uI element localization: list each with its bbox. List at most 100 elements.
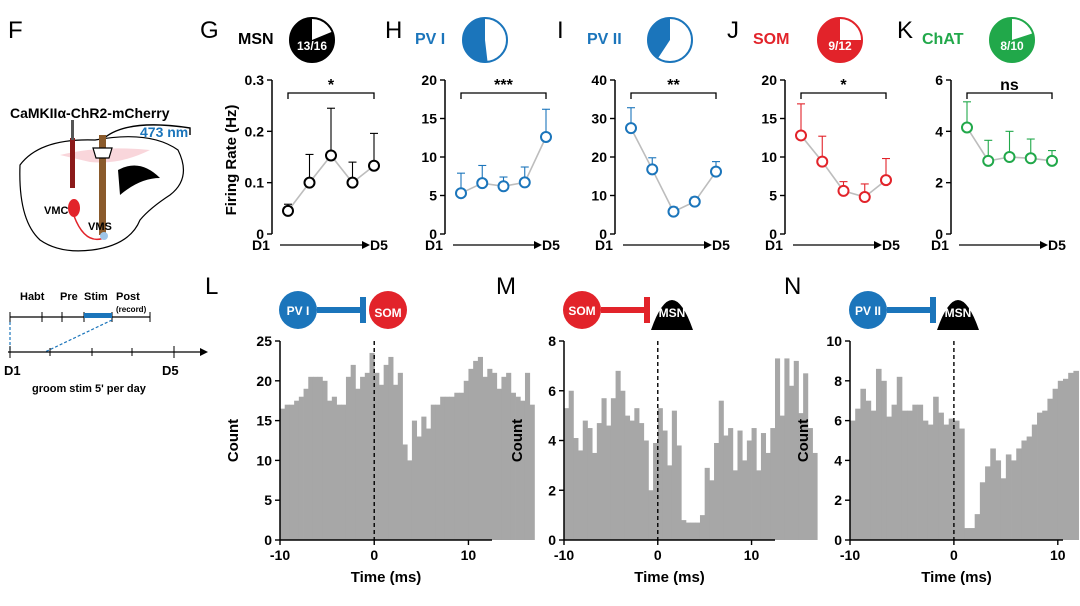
histogram-bar: [953, 420, 960, 540]
y-tick-label: 0.1: [245, 175, 265, 191]
data-point: [688, 195, 701, 208]
histogram-bar: [671, 410, 677, 540]
connection-target-label: MSN: [659, 306, 686, 320]
pie-icon-slice: [989, 18, 1034, 63]
y-tick-label: 15: [761, 111, 777, 127]
y-tick-label: 20: [421, 72, 437, 88]
y-tick-label: 2: [548, 482, 556, 498]
panel-K: ChAT 8/10 0 2 4 6 D1 D5 ns: [922, 17, 1066, 253]
y-tick-label: 5: [264, 492, 272, 508]
histogram-bar: [896, 376, 903, 540]
chart-title: MSN: [238, 31, 274, 48]
schematic-caption: groom stim 5' per day: [32, 383, 147, 395]
histogram-bar: [850, 420, 856, 540]
y-tick-label: 0: [769, 226, 777, 242]
histogram-bar: [331, 396, 337, 540]
vmc-injection-site: [68, 199, 80, 217]
optic-fiber: [99, 135, 106, 235]
y-tick-label: 2: [935, 175, 943, 191]
panel-J: SOM 9/12 0 5 10 15 20 D1 D5 *: [753, 17, 900, 253]
y-tick-label: 20: [591, 149, 607, 165]
histogram-bar: [723, 435, 729, 540]
histogram-bar: [564, 408, 570, 540]
histogram-bar: [709, 480, 715, 540]
histogram-bar: [383, 364, 389, 540]
histogram-bar: [629, 420, 635, 540]
histogram-bar: [345, 376, 352, 540]
y-tick-label: 4: [548, 433, 556, 449]
y-axis-label: Count: [225, 419, 242, 462]
histogram-bar: [430, 404, 436, 540]
y-tick-label: 0: [264, 532, 272, 548]
histogram-bar: [482, 376, 488, 540]
day-end-label: D5: [162, 363, 179, 378]
histogram-bar: [643, 440, 649, 540]
histogram-bar: [298, 396, 304, 540]
data-point: [858, 191, 871, 204]
series-line: [630, 127, 717, 213]
chart-title: SOM: [753, 31, 789, 48]
histogram-bar: [596, 423, 602, 540]
histogram-bar: [1057, 380, 1064, 540]
y-tick-label: 20: [256, 373, 272, 389]
x-tick-label: -10: [270, 547, 290, 563]
x-end-label: D5: [1048, 237, 1066, 253]
panel-letter-K: K: [897, 17, 913, 44]
y-tick-label: 5: [429, 188, 437, 204]
histogram-bar: [648, 490, 654, 540]
histogram-bar: [938, 412, 944, 540]
pie-icon-slice: [648, 18, 671, 59]
histogram-bar: [784, 358, 790, 540]
data-point: [497, 180, 510, 193]
data-point: [518, 176, 531, 189]
histogram-bar: [1047, 398, 1054, 540]
histogram-bar: [1031, 424, 1038, 540]
histogram-bar: [732, 470, 738, 540]
pie-icon-label-line: 11: [675, 27, 688, 41]
histogram-bar: [948, 418, 955, 540]
connection-target-shape: [369, 291, 407, 329]
y-tick-label: 6: [935, 72, 943, 88]
pie-icon-slice: [818, 18, 862, 62]
connection-source-label: SOM: [568, 304, 595, 318]
histogram-bar: [407, 460, 413, 540]
timeline-label-stim: Stim: [84, 291, 108, 303]
fiber-cable: [101, 124, 191, 141]
timeline-label-post: Post: [116, 291, 140, 303]
histogram-bar: [459, 392, 465, 540]
zoom-guide-right: [44, 319, 113, 353]
firing-rate-axis-label: Firing Rate (Hz): [223, 105, 240, 216]
histogram-bar: [927, 424, 934, 540]
day-start-label: D1: [4, 363, 21, 378]
histogram-bar: [587, 428, 593, 540]
panel-letter-F: F: [8, 17, 23, 44]
histogram-bar: [979, 482, 986, 540]
vms-label: VMS: [88, 221, 112, 233]
histogram-bar: [440, 396, 446, 540]
data-point: [1046, 154, 1058, 167]
histogram-bar: [364, 372, 370, 540]
histogram-bar: [995, 460, 1002, 540]
histogram-bar: [714, 442, 720, 540]
histogram-bar: [657, 408, 663, 540]
histogram-bar: [294, 400, 300, 540]
significance-label: *: [328, 77, 335, 94]
significance-label: ns: [1000, 77, 1019, 94]
histogram-bar: [1005, 454, 1012, 540]
projection-path: [73, 215, 105, 240]
construct-label: CaMKIIα-ChR2-mCherry: [10, 105, 170, 121]
histogram-bar: [501, 376, 507, 540]
pie-icon-label: 11/27: [673, 27, 690, 55]
x-tick-label: 0: [370, 547, 378, 563]
timeline-label-pre: Pre: [60, 291, 78, 303]
panel-letter-M: M: [496, 273, 516, 300]
histogram-bar: [779, 415, 785, 540]
histogram-bar: [1000, 478, 1007, 540]
histogram-bar: [907, 410, 913, 540]
pie-icon-label: 8/10: [1000, 39, 1024, 53]
x-tick-label: 0: [950, 547, 958, 563]
timeline-label-habt: Habt: [20, 291, 45, 303]
data-point: [1024, 152, 1037, 165]
y-tick-label: 2: [834, 492, 842, 508]
histogram-bar: [388, 356, 394, 540]
